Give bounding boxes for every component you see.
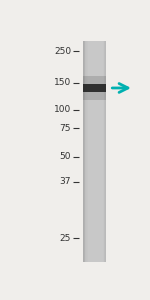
Bar xyxy=(105,40,106,262)
Bar xyxy=(83,84,106,92)
Bar xyxy=(86,40,87,262)
Text: 100: 100 xyxy=(54,105,71,114)
Bar xyxy=(85,40,86,262)
Text: 150: 150 xyxy=(54,78,71,87)
Text: 75: 75 xyxy=(60,124,71,133)
Bar xyxy=(83,76,106,100)
Bar xyxy=(83,40,106,262)
Bar xyxy=(104,40,106,262)
Bar xyxy=(104,40,105,262)
Text: 25: 25 xyxy=(60,234,71,243)
Bar xyxy=(83,40,84,262)
Text: 37: 37 xyxy=(60,177,71,186)
Bar xyxy=(84,40,85,262)
Text: 50: 50 xyxy=(60,152,71,161)
Bar xyxy=(83,40,85,262)
Bar xyxy=(103,40,104,262)
Bar xyxy=(87,40,88,262)
Text: 250: 250 xyxy=(54,46,71,56)
